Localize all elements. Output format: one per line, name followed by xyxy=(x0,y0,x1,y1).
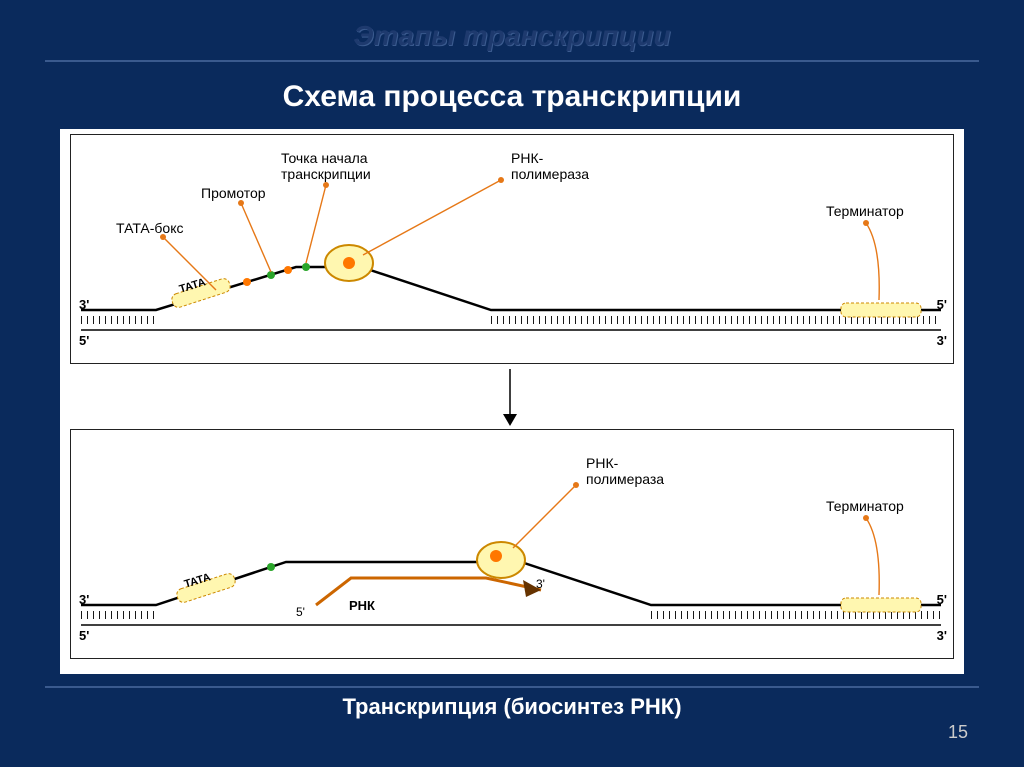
panel-bottom: РНК- полимераза Терминатор РНК 5' 3' TAT… xyxy=(70,429,954,659)
end-b-3br: 3' xyxy=(937,628,947,643)
ptr-dot-b2 xyxy=(863,515,869,521)
terminator-bottom xyxy=(841,598,921,612)
ptr-start xyxy=(306,185,326,263)
lbl-rna: РНК xyxy=(349,598,375,613)
ptr-poly-b xyxy=(513,485,576,548)
polymerase-bottom xyxy=(477,542,525,578)
end-b-5tr: 5' xyxy=(937,592,947,607)
ptr-dot-b1 xyxy=(573,482,579,488)
ptr-dot-3 xyxy=(323,182,329,188)
end-5-tr: 5' xyxy=(937,297,947,312)
dot-prom-2 xyxy=(284,266,292,274)
lbl-start: Точка начала транскрипции xyxy=(281,150,371,182)
ptr-prom xyxy=(241,203,271,272)
end-3-br: 3' xyxy=(937,333,947,348)
lbl-terminator-b: Терминатор xyxy=(826,498,904,514)
footer-title: Транскрипция (биосинтез РНК) xyxy=(0,694,1024,720)
polymerase-core-top xyxy=(343,257,355,269)
lbl-promoter: Промотор xyxy=(201,185,266,201)
dot-start xyxy=(302,263,310,271)
lbl-polymerase-b: РНК- полимераза xyxy=(586,455,664,487)
dot-tata xyxy=(243,278,251,286)
panel-bottom-svg xyxy=(71,430,951,660)
slide-header: Этапы транскрипции xyxy=(0,0,1024,52)
lbl-tata-box: ТАТА-бокс xyxy=(116,220,184,236)
footer-divider xyxy=(45,686,979,688)
ptr-dot-4 xyxy=(498,177,504,183)
ptr-dot-5 xyxy=(863,220,869,226)
slide-number: 15 xyxy=(948,722,968,743)
end-3-tl: 3' xyxy=(79,297,89,312)
lbl-polymerase: РНК- полимераза xyxy=(511,150,589,182)
ptr-poly xyxy=(363,180,501,255)
slide-subtitle: Схема процесса транскрипции xyxy=(0,80,1024,114)
ptr-term xyxy=(866,223,879,300)
diagram-container: ТАТА-бокс Промотор Точка начала транскри… xyxy=(60,129,964,674)
ptr-term-b xyxy=(866,518,879,595)
lbl-terminator: Терминатор xyxy=(826,203,904,219)
end-b-3tl: 3' xyxy=(79,592,89,607)
end-b-5bl: 5' xyxy=(79,628,89,643)
dot-b1 xyxy=(267,563,275,571)
terminator-top xyxy=(841,303,921,317)
end-5-bl: 5' xyxy=(79,333,89,348)
dot-prom-1 xyxy=(267,271,275,279)
transition-arrow xyxy=(460,364,560,434)
lbl-3prime-rna: 3' xyxy=(536,577,545,591)
panel-top: ТАТА-бокс Промотор Точка начала транскри… xyxy=(70,134,954,364)
lbl-5prime-rna: 5' xyxy=(296,605,305,619)
header-divider xyxy=(45,60,979,62)
polymerase-core-b xyxy=(490,550,502,562)
